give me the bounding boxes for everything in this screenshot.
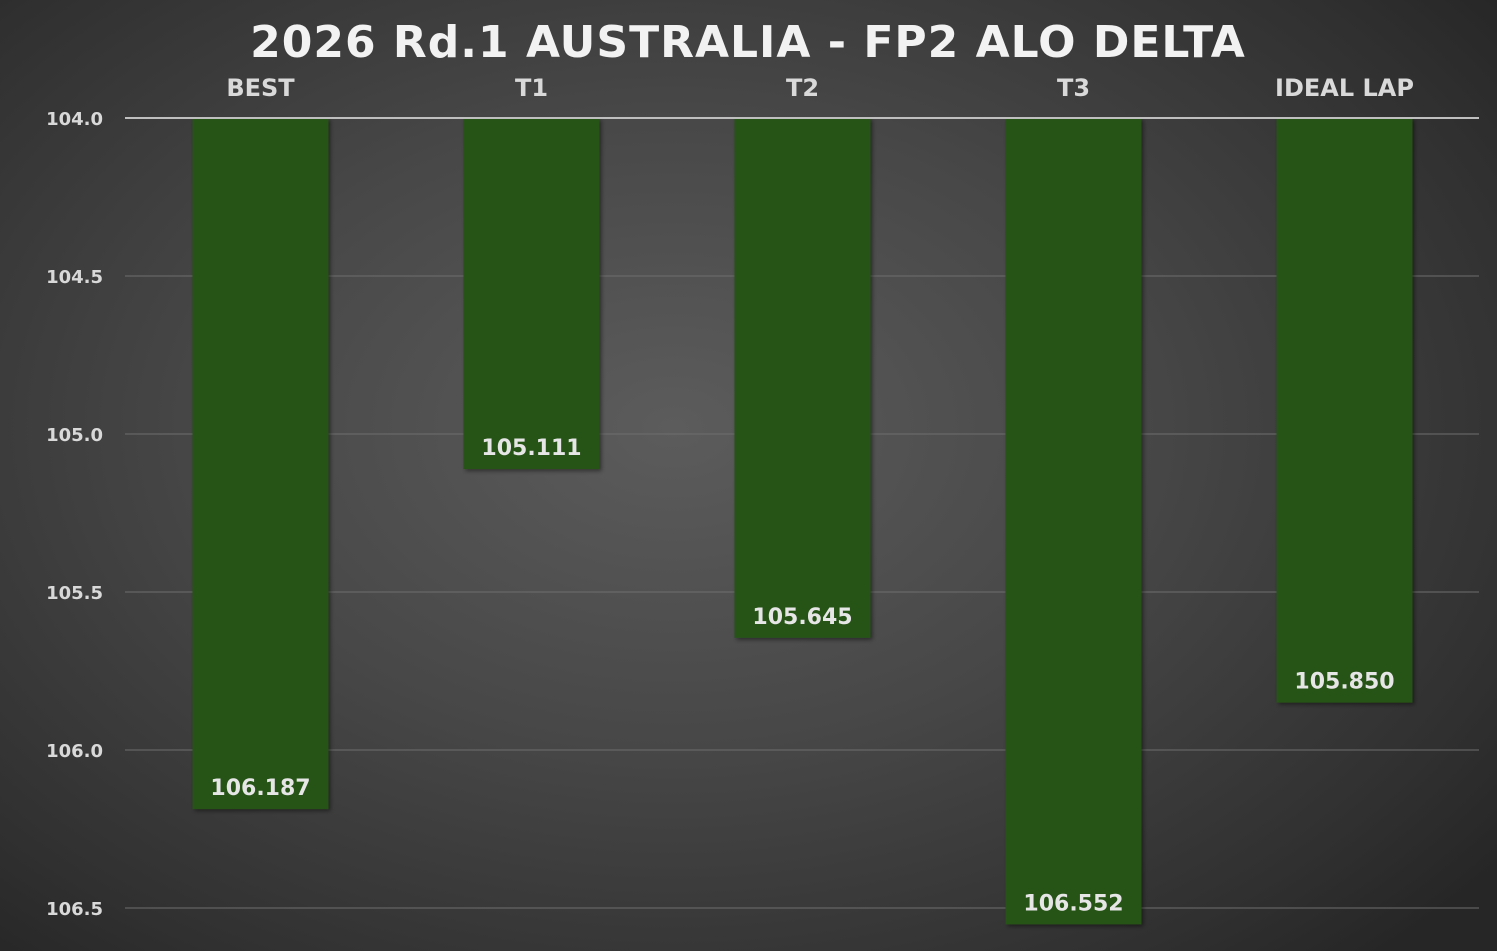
category-label: BEST [226,74,295,102]
y-axis-ticks: 104.0 104.5 105.0 105.5 106.0 106.5 [46,109,103,920]
data-label: 105.645 [752,605,852,630]
category-label: T3 [1057,74,1090,102]
category-label: T1 [515,74,548,102]
category-label: T2 [786,74,819,102]
data-label: 106.552 [1023,891,1123,916]
y-tick-label: 106.5 [46,899,103,920]
y-tick-label: 105.0 [46,425,103,446]
bar [1005,118,1142,925]
chart-title: 2026 Rd.1 AUSTRALIA - FP2 ALO DELTA [250,17,1246,68]
bar [463,118,600,470]
y-tick-label: 105.5 [46,583,103,604]
y-tick-label: 106.0 [46,741,103,762]
bar [734,118,871,638]
data-label: 105.850 [1294,670,1394,695]
data-labels: 106.187 105.111 105.645 106.552 105.850 [210,436,1394,916]
bars [192,118,1413,925]
bar [1276,118,1413,703]
category-labels: BEST T1 T2 T3 IDEAL LAP [226,74,1414,102]
y-tick-label: 104.0 [46,109,103,130]
y-tick-label: 104.5 [46,267,103,288]
category-label: IDEAL LAP [1275,74,1414,102]
data-label: 106.187 [210,776,310,801]
bar [192,118,329,810]
data-label: 105.111 [481,436,581,461]
